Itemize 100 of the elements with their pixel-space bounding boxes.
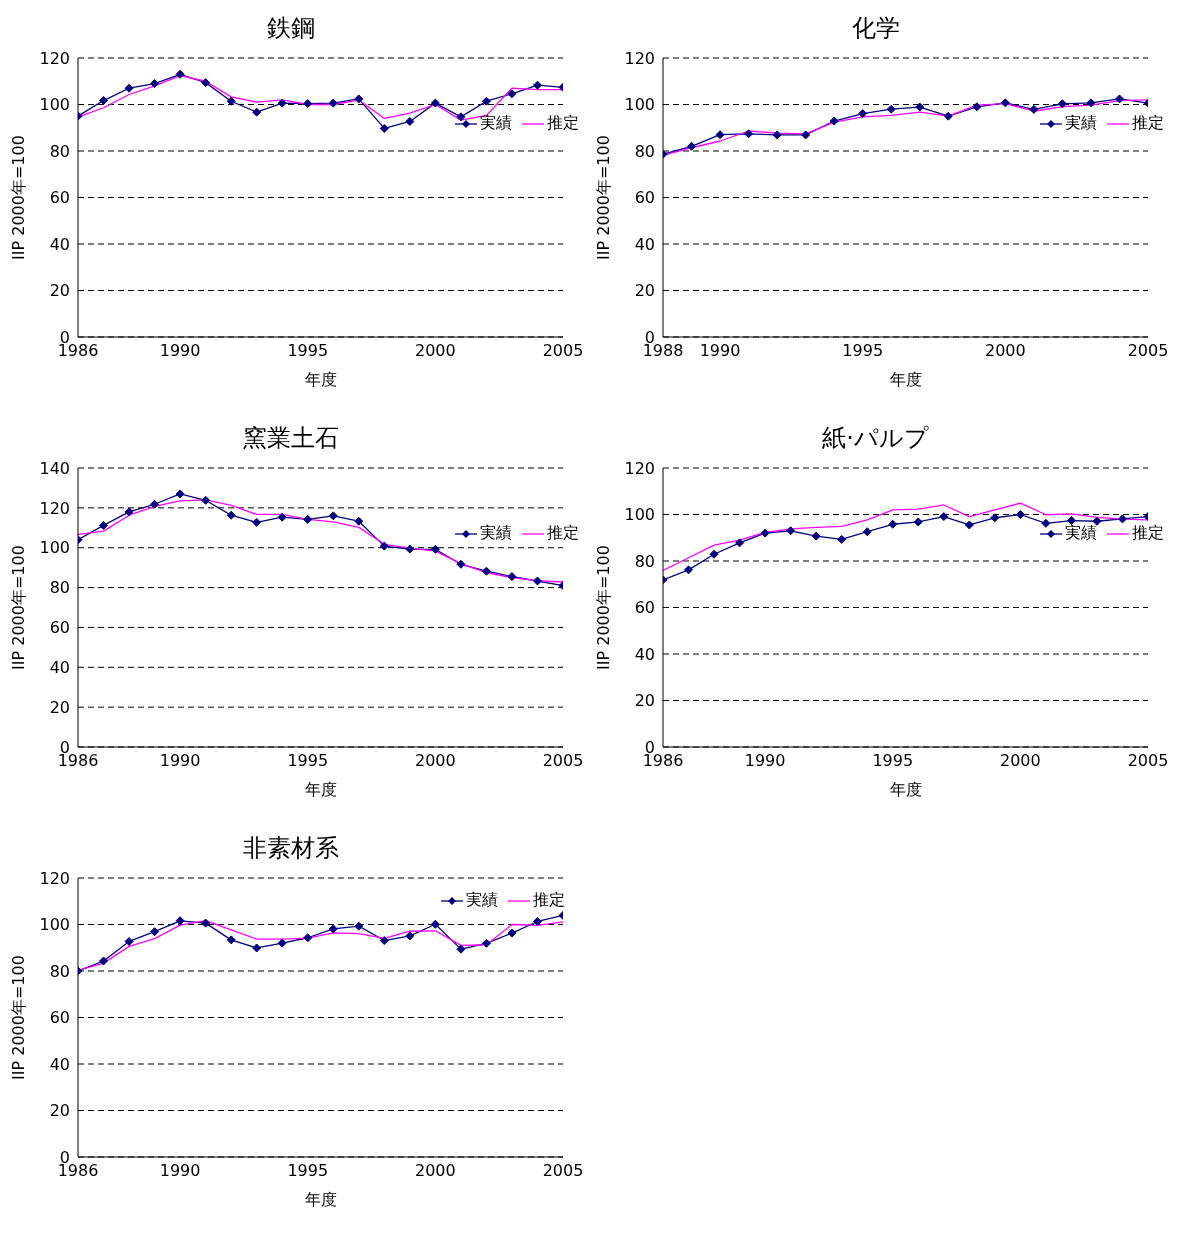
x-axis-title: 年度 — [304, 370, 337, 389]
point — [405, 544, 415, 554]
y-tick-label: 120 — [624, 458, 655, 478]
y-tick-label: 40 — [49, 1054, 70, 1074]
y-axis-title: IIP 2000年=100 — [8, 545, 28, 670]
point — [328, 98, 338, 108]
point — [354, 94, 364, 104]
point — [801, 130, 811, 140]
point — [1086, 98, 1096, 108]
point — [430, 544, 440, 554]
point — [837, 534, 847, 544]
point — [532, 576, 542, 586]
point — [201, 78, 211, 88]
point — [99, 956, 109, 966]
point — [481, 566, 491, 576]
y-tick-label: 100 — [39, 95, 70, 115]
y-tick-label: 40 — [634, 644, 655, 664]
point — [964, 520, 974, 530]
point — [760, 528, 770, 538]
y-tick-label: 40 — [49, 234, 70, 254]
y-tick-label: 40 — [49, 657, 70, 677]
point — [175, 69, 185, 79]
point — [1029, 104, 1039, 114]
y-tick-label: 80 — [49, 141, 70, 161]
x-tick-label: 2000 — [1000, 751, 1041, 771]
y-tick-label: 20 — [49, 281, 70, 301]
y-axis-title: IIP 2000年=100 — [8, 135, 28, 260]
point — [829, 116, 839, 126]
point — [709, 549, 719, 559]
y-tick-label: 100 — [624, 95, 655, 115]
x-axis-title: 年度 — [889, 780, 922, 799]
x-tick-label: 2000 — [415, 751, 456, 771]
point — [715, 130, 725, 140]
x-tick-label: 1995 — [872, 751, 914, 771]
point — [328, 511, 338, 521]
point — [481, 938, 491, 948]
point — [735, 538, 745, 548]
point — [943, 111, 953, 121]
legend-label: 実績 — [480, 523, 512, 544]
x-tick-label: 1995 — [287, 1161, 329, 1181]
point — [862, 527, 872, 537]
point — [379, 541, 389, 551]
y-axis-title: IIP 2000年=100 — [593, 135, 613, 260]
x-tick-label: 1990 — [699, 341, 741, 361]
point — [430, 98, 440, 108]
x-tick-label: 1990 — [159, 751, 201, 771]
point — [226, 510, 236, 520]
point — [886, 104, 896, 114]
point — [972, 102, 982, 112]
point — [99, 520, 109, 530]
legend-label: 実績 — [1065, 113, 1097, 134]
point — [124, 83, 134, 93]
point — [915, 102, 925, 112]
x-axis-title: 年度 — [304, 1190, 337, 1209]
x-tick-label: 2005 — [542, 751, 584, 771]
point — [303, 99, 313, 109]
y-tick-label: 20 — [49, 1101, 70, 1121]
y-tick-label: 140 — [39, 458, 70, 478]
y-tick-label: 100 — [39, 915, 70, 935]
point — [811, 531, 821, 541]
point — [303, 514, 313, 524]
point — [456, 559, 466, 569]
point — [303, 933, 313, 943]
point — [687, 141, 697, 151]
point — [252, 107, 262, 117]
legend-label: 実績 — [1065, 523, 1097, 544]
point — [277, 98, 287, 108]
y-tick-label: 60 — [634, 598, 655, 618]
x-tick-label: 1995 — [842, 341, 884, 361]
legend-label: 実績 — [466, 890, 498, 911]
x-tick-label: 1990 — [159, 341, 201, 361]
point — [277, 512, 287, 522]
point — [226, 96, 236, 106]
point — [354, 516, 364, 526]
point — [175, 916, 185, 926]
point — [1057, 99, 1067, 109]
x-axis-title: 年度 — [889, 370, 922, 389]
point — [124, 507, 134, 517]
legend-label: 推定 — [1132, 113, 1164, 134]
x-tick-label: 2000 — [984, 341, 1026, 361]
y-tick-label: 60 — [49, 188, 70, 208]
x-tick-label: 2000 — [415, 341, 456, 361]
point — [684, 565, 694, 575]
point — [507, 572, 517, 582]
y-tick-label: 100 — [39, 538, 70, 558]
point — [913, 517, 923, 527]
y-tick-label: 20 — [634, 691, 655, 711]
y-tick-label: 60 — [634, 188, 655, 208]
y-tick-label: 80 — [634, 141, 655, 161]
point — [456, 112, 466, 122]
point — [858, 109, 868, 119]
point — [354, 921, 364, 931]
point — [1066, 516, 1076, 526]
point — [1117, 514, 1127, 524]
y-tick-label: 80 — [49, 961, 70, 981]
point — [201, 495, 211, 505]
point — [379, 936, 389, 946]
point — [888, 519, 898, 529]
point — [1092, 516, 1102, 526]
chart-title: 窯業土石 — [241, 423, 340, 454]
